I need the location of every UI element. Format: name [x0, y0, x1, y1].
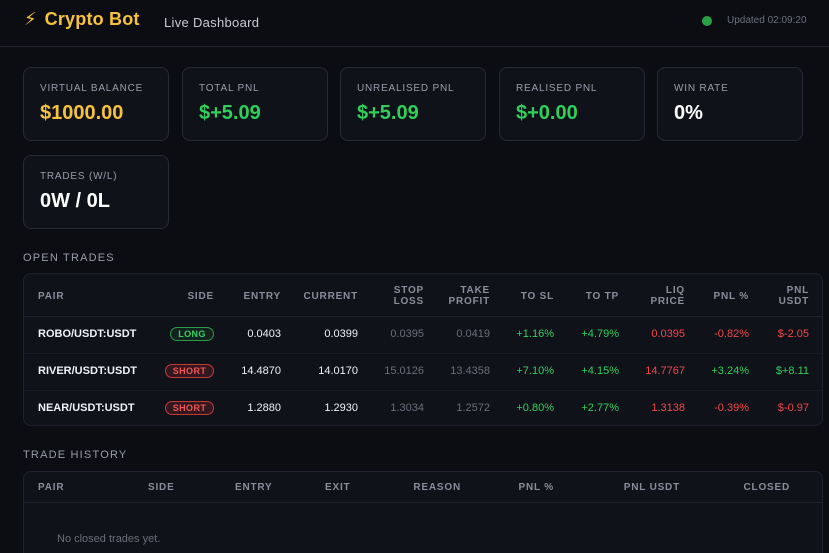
open-trades-table: Pair Side Entry Current Stop Loss Take P… — [23, 273, 823, 426]
col-header-liq-price: Liq Price — [634, 285, 685, 307]
stat-card-virtual-balance: Virtual Balance $1000.00 — [23, 67, 169, 141]
cell-pair: ROBO/USDT:USDT — [38, 328, 137, 340]
stat-label: Realised PnL — [516, 83, 598, 94]
col-header-pnl-usdt: PnL USDT — [759, 285, 809, 307]
stat-card-realised-pnl: Realised PnL $+0.00 — [499, 67, 645, 141]
cell-to-sl: +7.10% — [516, 365, 554, 377]
cell-to-sl: +1.16% — [516, 328, 554, 340]
trade-history-title: Trade History — [23, 449, 128, 461]
stat-value: $+5.09 — [357, 102, 419, 124]
col-header-pnl-usdt-line1: PnL — [786, 285, 809, 296]
stat-card-total-pnl: Total PnL $+5.09 — [182, 67, 328, 141]
stat-value: $1000.00 — [40, 102, 124, 124]
header-divider — [24, 502, 822, 503]
col-header-stop-loss: Stop Loss — [374, 285, 424, 307]
stat-label: Unrealised PnL — [357, 83, 455, 94]
stat-value: $+5.09 — [199, 102, 261, 124]
col-header-stop-loss-line1: Stop — [393, 285, 424, 296]
stat-label: Total PnL — [199, 83, 260, 94]
stat-value: 0% — [674, 102, 703, 124]
cell-pnl-pct: -0.39% — [714, 402, 749, 414]
stat-card-unrealised-pnl: Unrealised PnL $+5.09 — [340, 67, 486, 141]
col-header-to-sl: To SL — [520, 291, 554, 302]
open-trades-title: Open Trades — [23, 252, 115, 264]
cell-entry: 14.4870 — [241, 365, 281, 377]
stat-card-win-rate: Win Rate 0% — [657, 67, 803, 141]
col-header-pnl-usdt: PnL USDT — [623, 482, 680, 493]
cell-current: 0.0399 — [324, 328, 358, 340]
side-badge-short: SHORT — [165, 401, 214, 415]
dashboard-subtitle: Live Dashboard — [164, 15, 260, 30]
col-header-to-tp: To TP — [585, 291, 619, 302]
col-header-side: Side — [187, 291, 214, 302]
col-header-side: Side — [148, 482, 175, 493]
updated-timestamp: Updated 02:09:20 — [727, 15, 807, 26]
trade-history-table: Pair Side Entry Exit Reason PnL % PnL US… — [23, 471, 823, 553]
cell-to-tp: +4.79% — [581, 328, 619, 340]
brand: ⚡ Crypto Bot — [24, 9, 140, 30]
stat-card-trades-wl: Trades (W/L) 0W / 0L — [23, 155, 169, 229]
col-header-liq-line1: Liq — [665, 285, 685, 296]
cell-entry: 0.0403 — [247, 328, 281, 340]
col-header-current: Current — [303, 291, 358, 302]
col-header-exit: Exit — [325, 482, 351, 493]
cell-take-profit: 0.0419 — [456, 328, 490, 340]
stat-label: Trades (W/L) — [40, 171, 118, 182]
row-divider — [24, 353, 822, 354]
col-header-pnl-usdt-line2: USDT — [778, 296, 809, 307]
col-header-pnl-pct: PnL % — [713, 291, 749, 302]
cell-to-tp: +2.77% — [581, 402, 619, 414]
live-status-dot-icon — [702, 16, 712, 26]
stat-value: 0W / 0L — [40, 190, 111, 212]
cell-pair: RIVER/USDT:USDT — [38, 365, 138, 377]
col-header-pair: Pair — [38, 482, 65, 493]
side-badge-short: SHORT — [165, 364, 214, 378]
stat-value: $+0.00 — [516, 102, 578, 124]
col-header-take-profit-line1: Take — [460, 285, 490, 296]
stat-label: Win Rate — [674, 83, 729, 94]
lightning-bolt-icon: ⚡ — [24, 9, 37, 29]
side-badge-long: LONG — [170, 327, 214, 341]
col-header-stop-loss-line2: Loss — [393, 296, 424, 307]
cell-liq-price: 0.0395 — [651, 328, 685, 340]
top-bar: ⚡ Crypto Bot Live Dashboard Updated 02:0… — [0, 0, 829, 47]
cell-to-tp: +4.15% — [581, 365, 619, 377]
cell-stop-loss: 0.0395 — [390, 328, 424, 340]
cell-stop-loss: 1.3034 — [390, 402, 424, 414]
cell-take-profit: 1.2572 — [456, 402, 490, 414]
cell-liq-price: 14.7767 — [645, 365, 685, 377]
col-header-reason: Reason — [413, 482, 461, 493]
empty-state-message: No closed trades yet. — [57, 533, 161, 545]
cell-pnl-usdt: $+8.11 — [775, 365, 809, 377]
col-header-take-profit-line2: Profit — [448, 296, 490, 307]
cell-pair: NEAR/USDT:USDT — [38, 402, 135, 414]
cell-current: 14.0170 — [318, 365, 358, 377]
col-header-liq-line2: Price — [650, 296, 685, 307]
col-header-closed: Closed — [743, 482, 790, 493]
cell-entry: 1.2880 — [247, 402, 281, 414]
cell-pnl-usdt: $-0.97 — [777, 402, 809, 414]
header-divider — [24, 316, 822, 317]
stat-label: Virtual Balance — [40, 83, 144, 94]
col-header-entry: Entry — [243, 291, 281, 302]
cell-take-profit: 13.4358 — [450, 365, 490, 377]
cell-current: 1.2930 — [324, 402, 358, 414]
cell-liq-price: 1.3138 — [651, 402, 685, 414]
cell-pnl-usdt: $-2.05 — [777, 328, 809, 340]
cell-pnl-pct: +3.24% — [711, 365, 749, 377]
cell-pnl-pct: -0.82% — [714, 328, 749, 340]
col-header-entry: Entry — [235, 482, 273, 493]
app-title: Crypto Bot — [44, 9, 140, 29]
row-divider — [24, 390, 822, 391]
col-header-pair: Pair — [38, 291, 65, 302]
col-header-take-profit: Take Profit — [440, 285, 490, 307]
cell-to-sl: +0.80% — [516, 402, 554, 414]
cell-stop-loss: 15.0126 — [384, 365, 424, 377]
col-header-pnl-pct: PnL % — [518, 482, 554, 493]
